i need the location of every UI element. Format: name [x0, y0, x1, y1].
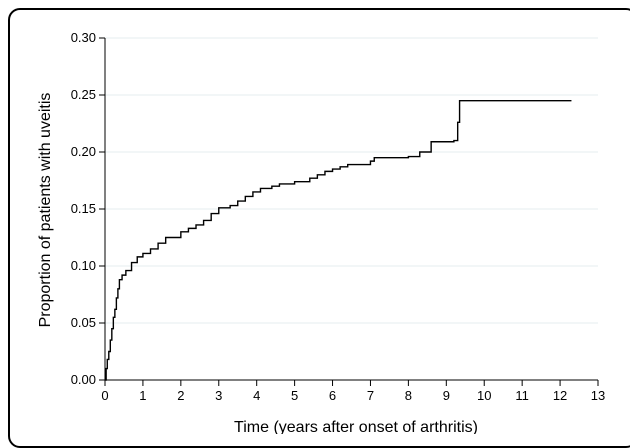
y-ticks: 0.00 0.05 0.10 0.15 0.20 0.25 0.30	[71, 30, 105, 387]
y-tick-label: 0.10	[71, 258, 96, 273]
y-tick-label: 0.15	[71, 201, 96, 216]
x-tick-label: 2	[177, 388, 184, 403]
x-tick-label: 6	[329, 388, 336, 403]
y-tick-label: 0.05	[71, 315, 96, 330]
y-tick-label: 0.00	[71, 372, 96, 387]
x-tick-label: 0	[101, 388, 108, 403]
y-tick-label: 0.30	[71, 30, 96, 45]
x-tick-label: 13	[591, 388, 605, 403]
y-tick-label: 0.25	[71, 87, 96, 102]
gridlines	[105, 37, 598, 324]
x-tick-label: 11	[515, 388, 529, 403]
x-tick-label: 1	[139, 388, 146, 403]
x-tick-label: 9	[443, 388, 450, 403]
series-layer	[105, 100, 572, 381]
x-tick-label: 10	[477, 388, 491, 403]
x-tick-label: 8	[405, 388, 412, 403]
x-tick-label: 5	[291, 388, 298, 403]
y-axis-label: Proportion of patients with uveitis	[37, 93, 54, 328]
chart-frame	[8, 8, 630, 448]
x-ticks: 0 1 2 3 4 5 6 7 8 9 10 11 12 13	[101, 380, 605, 403]
y-tick-label: 0.20	[71, 144, 96, 159]
x-tick-label: 4	[253, 388, 260, 403]
x-tick-label: 12	[553, 388, 567, 403]
x-axis-label: Time (years after onset of arthritis)	[234, 419, 478, 434]
series-line	[105, 100, 572, 381]
x-tick-label: 3	[215, 388, 222, 403]
x-tick-label: 7	[367, 388, 374, 403]
